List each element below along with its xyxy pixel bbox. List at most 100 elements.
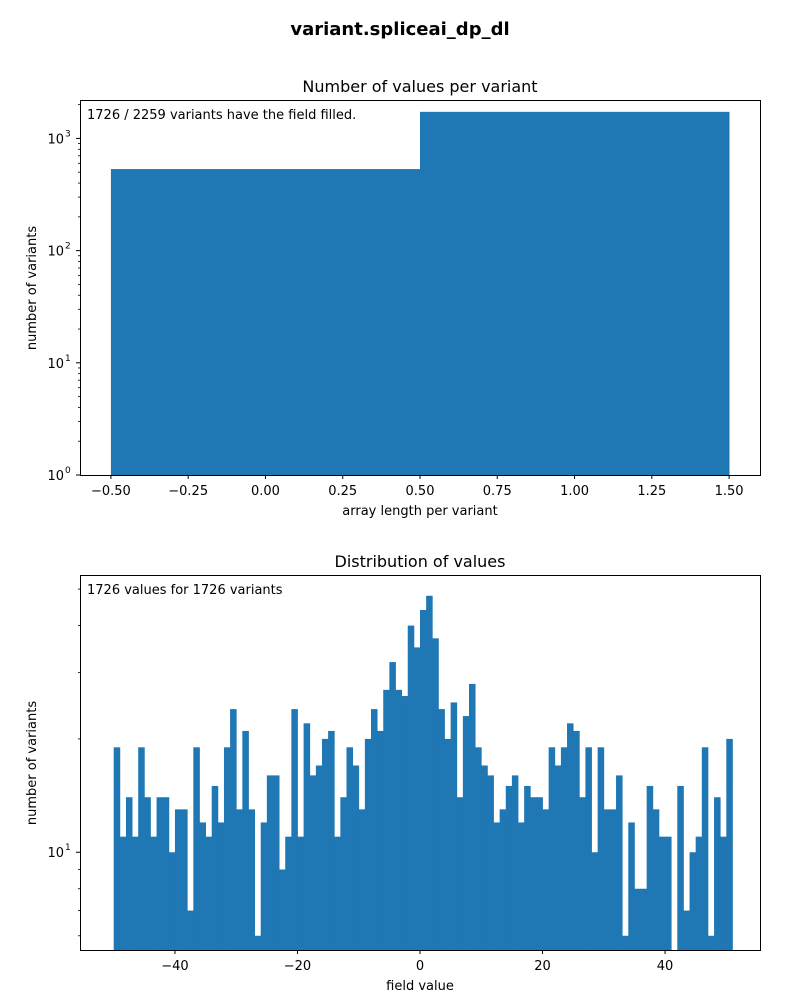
- histogram-bar: [554, 765, 562, 950]
- histogram-bar: [383, 689, 390, 950]
- histogram-bar: [438, 709, 445, 950]
- y-axis-label: number of variants: [25, 226, 40, 350]
- x-tick-label: 1.50: [715, 484, 744, 499]
- chart-panel-array-length: Number of values per variant −0.50 −0.25 0…: [25, 77, 761, 519]
- histogram-bar: [456, 797, 464, 950]
- histogram-bar: [413, 647, 421, 950]
- y-tick-exponent: 0: [65, 466, 71, 476]
- chart-title: Number of values per variant: [302, 77, 537, 96]
- histogram-bar: [217, 822, 225, 950]
- histogram-bar: [260, 822, 268, 950]
- y-tick-exponent: 3: [65, 129, 71, 139]
- histogram-bar: [658, 836, 666, 950]
- x-tick-label: −20: [284, 959, 311, 974]
- histogram-bar: [609, 809, 617, 950]
- chart-title: Distribution of values: [335, 552, 506, 571]
- histogram-bar: [567, 723, 574, 950]
- y-tick-label: 10: [47, 132, 64, 147]
- histogram-bar: [162, 797, 170, 950]
- plot-frame: [80, 100, 761, 476]
- histogram-bar: [493, 822, 501, 950]
- x-tick-label: −0.50: [91, 484, 131, 499]
- x-axis-label: array length per variant: [342, 504, 497, 519]
- histogram-bar: [291, 709, 298, 950]
- y-tick-exponent: 1: [65, 354, 71, 364]
- histogram-bar: [303, 723, 311, 950]
- histogram-bar: [511, 775, 519, 950]
- histogram-bar: [536, 797, 543, 950]
- histogram-bar: [199, 822, 206, 950]
- histogram-bar: [524, 785, 531, 950]
- x-tick-label: 40: [657, 959, 674, 974]
- histogram-bar: [665, 836, 672, 950]
- histogram-bar: [420, 609, 427, 950]
- histogram-bar: [701, 747, 709, 950]
- histogram-bar: [714, 797, 721, 950]
- histogram-bar: [444, 738, 452, 950]
- x-tick-label: 1.00: [560, 484, 589, 499]
- histogram-bar: [223, 747, 231, 950]
- y-axis-ticks: 10 1: [47, 588, 80, 937]
- histogram-bar: [113, 747, 121, 950]
- y-tick-exponent: 1: [65, 843, 71, 853]
- histogram-bar: [156, 797, 164, 950]
- histogram-bar: [334, 836, 341, 950]
- histogram-bar: [720, 836, 727, 950]
- histogram-bar: [315, 765, 323, 950]
- histogram-bar: [646, 785, 654, 950]
- histogram-bar: [585, 747, 592, 950]
- x-tick-label: 1.25: [637, 484, 666, 499]
- histogram-bar: [505, 785, 513, 950]
- histogram-bar: [683, 910, 690, 950]
- histogram-bar: [432, 638, 439, 950]
- histogram-bar: [181, 809, 188, 950]
- histogram-bar: [689, 852, 697, 950]
- histogram-bar: [695, 836, 703, 950]
- histogram-bars: [113, 595, 733, 950]
- histogram-bar: [462, 716, 470, 950]
- histogram-bar: [395, 689, 403, 950]
- histogram-bar: [242, 730, 249, 950]
- histogram-bar: [205, 836, 213, 950]
- x-tick-label: 0.75: [483, 484, 512, 499]
- x-tick-label: 0.00: [251, 484, 280, 499]
- histogram-bar: [469, 683, 476, 950]
- histogram-bar: [132, 836, 139, 950]
- histogram-bar: [726, 738, 733, 950]
- histogram-bar: [370, 709, 378, 950]
- histogram-bar: [426, 595, 433, 950]
- histogram-bar: [187, 910, 194, 950]
- histogram-bar: [352, 765, 360, 950]
- histogram-bar: [530, 797, 537, 950]
- histogram-bar: [230, 709, 237, 950]
- histogram-bar: [677, 785, 684, 950]
- histogram-bar: [579, 797, 586, 950]
- histogram-bar: [266, 775, 274, 950]
- y-axis-label: number of variants: [25, 701, 40, 825]
- histogram-bar: [150, 836, 157, 950]
- histogram-bar: [573, 730, 580, 950]
- y-tick-label: 10: [47, 846, 64, 861]
- histogram-bar: [597, 747, 605, 950]
- histogram-bar: [328, 730, 335, 950]
- y-tick-label: 10: [47, 357, 64, 372]
- x-tick-label: 0.25: [328, 484, 357, 499]
- histogram-bar: [236, 809, 243, 950]
- chart-annotation: 1726 / 2259 variants have the field fill…: [87, 108, 356, 123]
- histogram-bar: [450, 702, 458, 950]
- histogram-bar: [560, 747, 568, 950]
- x-axis-ticks: −0.50 −0.25 0.00 0.25 0.50 0.75 1.00 1.25 1.50: [91, 475, 744, 499]
- x-tick-label: −40: [161, 959, 188, 974]
- histogram-bar: [628, 822, 635, 950]
- histogram-bar: [364, 738, 372, 950]
- histogram-bar: [389, 662, 396, 950]
- histogram-bar: [211, 785, 219, 950]
- histogram-bar: [401, 696, 409, 950]
- histogram-bar: [193, 747, 200, 950]
- histogram-bar: [358, 809, 366, 950]
- chart-panel-value-distribution: Distribution of values −40 −20 0 20 40 10 1 1…: [25, 552, 761, 994]
- histogram-bar: [168, 852, 176, 950]
- histogram-bar: [138, 747, 145, 950]
- histogram-bar: [340, 797, 347, 950]
